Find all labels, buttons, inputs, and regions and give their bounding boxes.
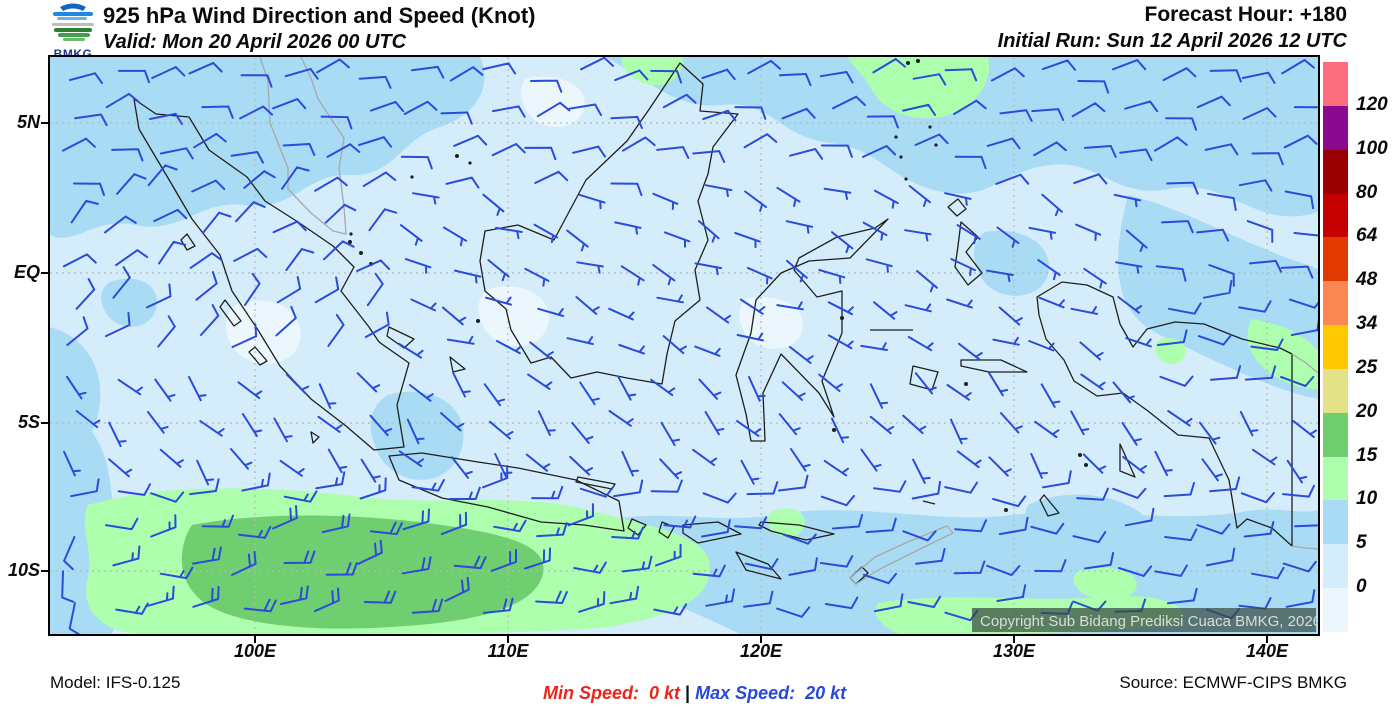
copyright-overlay: Copyright Sub Bidang Prediksi Cuaca BMKG… [972, 608, 1321, 632]
minmax-separator: | [680, 683, 696, 703]
coast-islets [348, 59, 1088, 512]
coast-sulawesi [735, 218, 889, 442]
colorbar-label: 48 [1356, 269, 1378, 291]
colorbar-segment [1323, 588, 1348, 633]
wind-map: Copyright Sub Bidang Prediksi Cuaca BMKG… [50, 56, 1326, 636]
bmkg-logo-icon [52, 3, 94, 41]
colorbar-segment [1323, 193, 1348, 238]
lon-tick-mark [1013, 636, 1015, 643]
lat-tick-mark [41, 272, 49, 274]
colorbar-label: 5 [1356, 532, 1367, 554]
initial-run-label: Initial Run: Sun 12 April 2026 12 UTC [997, 30, 1347, 52]
bmkg-logo: BMKG [44, 2, 102, 60]
min-speed-label: Min Speed: 0 kt [543, 683, 681, 703]
colorbar-label: 100 [1356, 137, 1388, 159]
lon-tick-label: 100E [233, 641, 277, 661]
colorbar-label: 80 [1356, 181, 1378, 203]
colorbar-segment [1323, 149, 1348, 195]
lat-tick-mark [41, 122, 49, 124]
page-title: 925 hPa Wind Direction and Speed (Knot) [103, 3, 536, 28]
copyright-text: Copyright Sub Bidang Prediksi Cuaca BMKG… [980, 613, 1318, 630]
lon-tick-label: 120E [739, 641, 783, 661]
wind-barb-field [61, 56, 1326, 636]
colorbar-label: 10 [1356, 488, 1378, 510]
max-speed-label: Max Speed: 20 kt [695, 683, 847, 703]
lon-tick-mark [507, 636, 509, 643]
coast-borneo [479, 62, 739, 385]
colorbar-segment [1323, 412, 1348, 458]
colorbar-segment [1323, 325, 1348, 370]
lon-tick-label: 130E [992, 641, 1036, 661]
valid-time-label: Valid: Mon 20 April 2026 00 UTC [103, 31, 407, 53]
lat-tick-label: 5S [17, 412, 40, 432]
lon-tick-mark [760, 636, 762, 643]
colorbar-label: 120 [1356, 93, 1388, 115]
lon-tick-mark [1266, 636, 1268, 643]
model-label: Model: IFS-0.125 [50, 673, 181, 692]
colorbar-label: 20 [1356, 400, 1378, 422]
colorbar-segment [1323, 62, 1348, 107]
coast-timor-leste [849, 525, 954, 585]
lat-tick-label: EQ [13, 262, 40, 282]
colorbar-label: 15 [1356, 444, 1378, 466]
colorbar-label: 0 [1356, 576, 1367, 598]
colorbar-segment [1323, 237, 1348, 282]
lat-tick-mark [41, 422, 49, 424]
coast-png [1291, 353, 1319, 550]
lon-tick-label: 110E [487, 641, 529, 661]
copyright-box [972, 608, 1316, 632]
colorbar-label: 25 [1356, 356, 1378, 378]
coast-malay-peninsula [259, 56, 347, 235]
source-label: Source: ECMWF-CIPS BMKG [1119, 673, 1347, 692]
coast-java [388, 452, 625, 532]
forecast-hour-label: Forecast Hour: +180 [1144, 3, 1348, 26]
gridlines [50, 57, 1318, 634]
lon-tick-label: 140E [1245, 641, 1289, 661]
colorbar-segment [1323, 500, 1348, 545]
colorbar-label: 34 [1356, 313, 1378, 335]
speed-fill-15-20 [181, 515, 544, 629]
lat-tick-label: 5N [16, 112, 40, 132]
colorbar-label: 64 [1356, 225, 1378, 247]
coastlines-foreign [259, 56, 1319, 585]
map-frame: Copyright Sub Bidang Prediksi Cuaca BMKG… [48, 55, 1326, 636]
lat-tick-mark [41, 570, 49, 572]
wind-barbs [61, 56, 1326, 636]
colorbar-segment [1323, 368, 1348, 414]
colorbar-segment [1323, 456, 1348, 501]
colorbar-segment [1323, 544, 1348, 589]
colorbar-segment [1323, 105, 1348, 151]
lat-tick-label: 10S [7, 560, 40, 580]
minmax-speed-label: Min Speed: 0 kt | Max Speed: 20 kt [533, 662, 846, 704]
lon-tick-mark [254, 636, 256, 643]
colorbar-segment [1323, 281, 1348, 326]
